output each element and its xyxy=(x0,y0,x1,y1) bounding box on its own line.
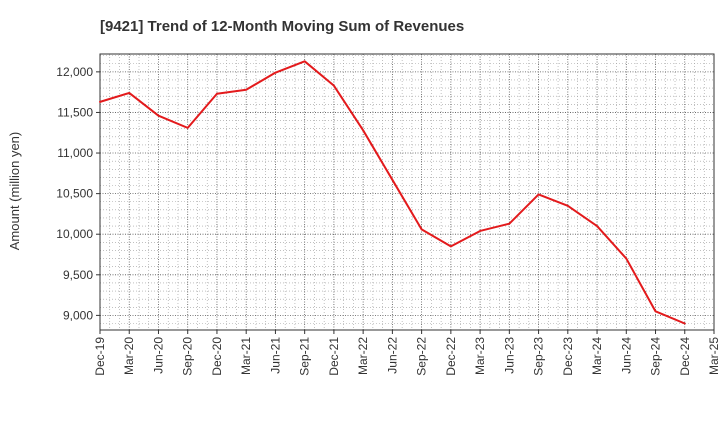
series-line xyxy=(99,60,686,325)
plot-frame xyxy=(99,53,715,331)
x-tick-label: Dec-19 xyxy=(93,337,107,376)
y-tick-label: 10,000 xyxy=(56,227,93,241)
plot-background xyxy=(100,54,714,330)
plot-area: 9,000 9,500 10,000 10,500 11,000 11,500 12,000… xyxy=(56,53,720,376)
x-tick-label: Sep-21 xyxy=(298,337,312,376)
x-tick-label: Mar-24 xyxy=(590,337,604,375)
x-tick-label: Dec-22 xyxy=(444,337,458,376)
chart-title: [9421] Trend of 12-Month Moving Sum of R… xyxy=(100,18,464,35)
y-tick-label: 11,500 xyxy=(57,105,93,119)
x-tick-label: Jun-23 xyxy=(502,337,516,374)
x-tick-label: Mar-21 xyxy=(239,337,253,375)
y-tick-label: 11,000 xyxy=(57,146,93,160)
x-tick-label: Sep-24 xyxy=(649,337,663,376)
x-tick-label: Mar-25 xyxy=(707,337,720,375)
x-tick-label: Sep-22 xyxy=(415,337,429,376)
x-tick-label: Mar-20 xyxy=(122,337,136,375)
x-tick-label: Jun-21 xyxy=(268,337,282,374)
x-tick-label: Jun-24 xyxy=(619,337,633,374)
y-axis-label: Amount (million yen) xyxy=(7,132,22,251)
x-tick-label: Dec-21 xyxy=(327,337,341,376)
x-tick-label: Mar-23 xyxy=(473,337,487,375)
x-tick-label: Sep-23 xyxy=(532,337,546,376)
x-tick-label: Dec-24 xyxy=(678,337,692,376)
x-tick-label: Dec-23 xyxy=(561,337,575,376)
y-tick-label: 9,000 xyxy=(63,308,93,322)
y-tick-label: 10,500 xyxy=(56,187,93,201)
x-tick-label: Sep-20 xyxy=(181,337,195,376)
x-tick-label: Dec-20 xyxy=(210,337,224,376)
y-tick-label: 9,500 xyxy=(63,268,93,282)
x-tick-label: Mar-22 xyxy=(356,337,370,375)
x-tick-label: Jun-20 xyxy=(151,337,165,374)
x-tick-label: Jun-22 xyxy=(385,337,399,374)
y-tick-label: 12,000 xyxy=(56,65,93,79)
